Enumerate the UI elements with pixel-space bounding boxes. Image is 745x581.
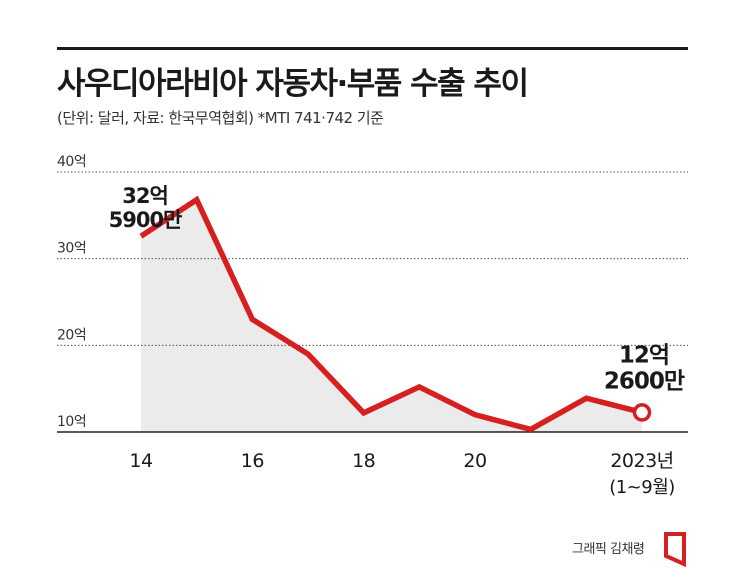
data-label-line2: 2600만 — [604, 368, 685, 394]
area-fill — [141, 199, 642, 432]
x-tick-label: 20 — [463, 450, 486, 472]
top-rule — [57, 47, 688, 50]
x-tick-label: 16 — [241, 450, 264, 472]
data-label-line1: 12억 — [619, 342, 669, 368]
x-tick-sublabel: (1~9월) — [609, 477, 675, 498]
chart-subtitle: (단위: 달러, 자료: 한국무역협회) *MTI 741·742 기준 — [57, 109, 384, 127]
x-tick-label: 14 — [129, 450, 153, 472]
y-tick-label: 40억 — [57, 154, 86, 170]
y-tick-label: 10억 — [57, 414, 86, 430]
y-tick-label: 30억 — [57, 241, 86, 257]
end-point-marker — [632, 403, 652, 422]
chart-title: 사우디아라비아 자동차·부품 수출 추이 — [57, 66, 529, 102]
x-tick-label: 18 — [352, 450, 375, 472]
y-tick-label: 20억 — [57, 327, 86, 343]
series-line — [139, 195, 643, 433]
graphic-credit: 그래픽 김채령 — [572, 542, 645, 557]
data-label-line1: 32억 — [122, 184, 168, 208]
brand-logo-icon — [664, 532, 686, 568]
x-tick-label: 2023년 — [610, 450, 673, 472]
data-label-line2: 5900만 — [109, 208, 182, 232]
